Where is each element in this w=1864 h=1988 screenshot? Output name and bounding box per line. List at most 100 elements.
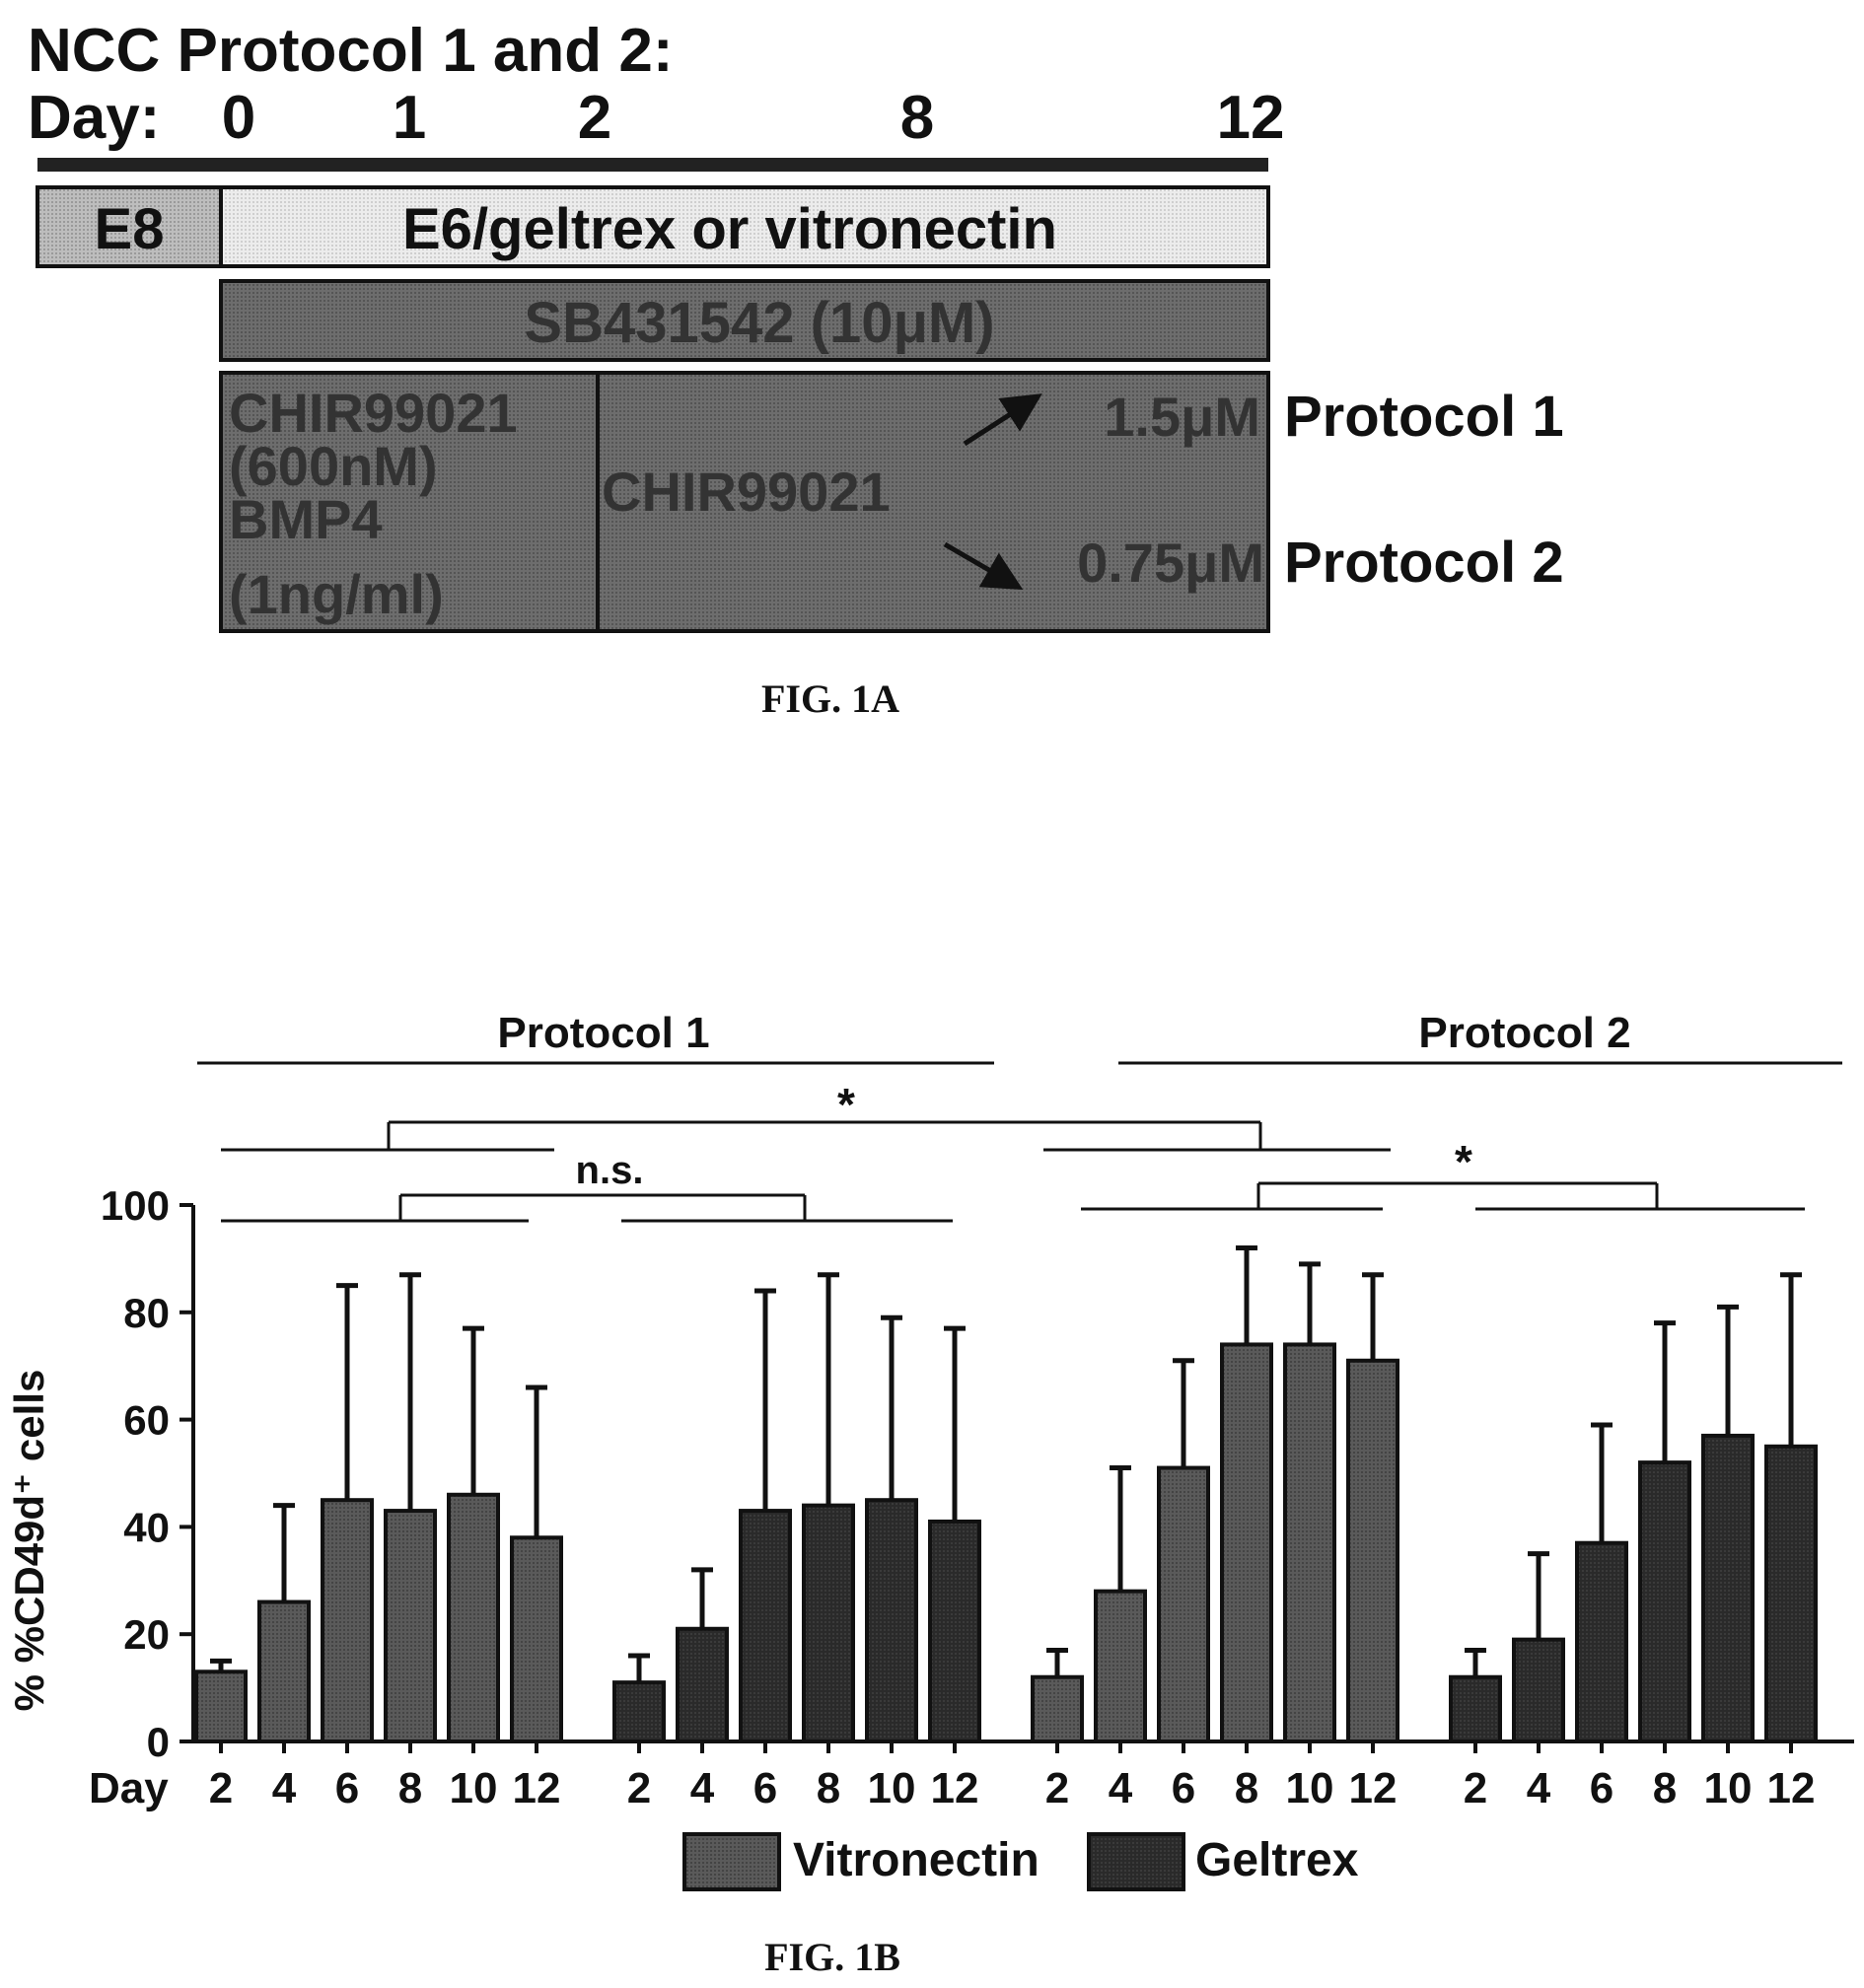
x-tick-label: 8	[1653, 1764, 1677, 1812]
e8-box	[36, 185, 223, 268]
x-tick-label: 6	[1172, 1764, 1195, 1812]
chir-box	[596, 371, 1270, 633]
bar-vitronectin	[194, 1669, 248, 1744]
y-ticks: 0 20 40 60 80 100	[101, 1182, 193, 1765]
chir-initial-line1: CHIR99021	[229, 382, 518, 444]
bar-geltrex	[1575, 1540, 1628, 1743]
timeline-bar	[37, 158, 1268, 172]
bar-vitronectin	[447, 1492, 500, 1744]
day-label: Day:	[28, 84, 160, 152]
bar-geltrex	[802, 1503, 855, 1744]
x-tick-label: 6	[335, 1764, 359, 1812]
bar-vitronectin	[1220, 1342, 1273, 1743]
bar-vitronectin	[510, 1535, 563, 1744]
bar-geltrex	[1638, 1460, 1691, 1743]
x-tick-label: 2	[1045, 1764, 1069, 1812]
y-tick-label: 100	[101, 1182, 170, 1229]
legend-swatch-vitronectin	[682, 1832, 781, 1891]
x-tick-label: 6	[753, 1764, 777, 1812]
bar-vitronectin	[1031, 1674, 1084, 1743]
x-tick-label: 12	[1349, 1764, 1398, 1812]
significance-label-outer: *	[837, 1079, 855, 1130]
bar-geltrex	[928, 1519, 981, 1743]
arrow-up-icon	[963, 393, 1042, 447]
bar-vitronectin	[1346, 1358, 1399, 1743]
e8-label: E8	[95, 197, 165, 261]
significance-label-p2: *	[1455, 1136, 1472, 1187]
bar-geltrex	[1764, 1444, 1818, 1744]
x-tick-label: 6	[1590, 1764, 1613, 1812]
bar-vitronectin	[321, 1498, 374, 1743]
x-tick-label: 2	[1464, 1764, 1487, 1812]
bar-vitronectin	[1283, 1342, 1336, 1743]
y-tick-label: 40	[123, 1504, 170, 1550]
protocol-2-label: Protocol 2	[1284, 531, 1564, 595]
dose-protocol-2: 0.75μM	[1077, 532, 1264, 594]
legend-label-geltrex: Geltrex	[1195, 1834, 1359, 1886]
x-tick-label: 12	[1767, 1764, 1816, 1812]
x-tick-label: 10	[868, 1764, 916, 1812]
bar-geltrex	[676, 1626, 729, 1744]
x-axis-prefix: Day	[89, 1764, 169, 1812]
protocol-1-group-label: Protocol 1	[497, 1009, 709, 1057]
y-tick-label: 20	[123, 1611, 170, 1658]
fig-1a-diagram: NCC Protocol 1 and 2: Day: 0 1 2 8 12 E8…	[28, 17, 1564, 721]
x-tick-label: 4	[272, 1764, 297, 1812]
bar-geltrex	[865, 1498, 918, 1743]
y-tick-label: 80	[123, 1290, 170, 1336]
x-tick-label: 8	[398, 1764, 422, 1812]
legend-swatch-geltrex	[1087, 1832, 1185, 1891]
x-tick-label: 10	[450, 1764, 498, 1812]
x-tick-label: 8	[1235, 1764, 1258, 1812]
bar-vitronectin	[1157, 1465, 1210, 1744]
y-tick-label: 0	[147, 1719, 170, 1765]
arrow-down-icon	[943, 541, 1024, 591]
bar-vitronectin	[1094, 1589, 1147, 1744]
e6-box	[219, 185, 1270, 268]
bar-vitronectin	[384, 1509, 437, 1743]
protocol-1-label: Protocol 1	[1284, 385, 1564, 449]
bar-geltrex	[612, 1680, 666, 1744]
bar-vitronectin	[257, 1599, 311, 1744]
chir-initial-line2: (600nM)	[229, 435, 438, 497]
fig-1b-caption: FIG. 1B	[764, 1935, 900, 1979]
bar-geltrex	[1701, 1433, 1755, 1744]
x-tick-label: 4	[1109, 1764, 1133, 1812]
day-tick-2: 2	[578, 84, 611, 152]
x-tick-label: 10	[1286, 1764, 1334, 1812]
x-tick-label: 2	[209, 1764, 233, 1812]
x-tick-label: 12	[513, 1764, 561, 1812]
x-tick-label: 10	[1704, 1764, 1753, 1812]
protocol-title: NCC Protocol 1 and 2:	[28, 17, 674, 85]
x-ticks: 2 4 6 8 10 12 2 4 6 8 10 12 2 4 6 8 10 12 2 4 6 8 10 12	[209, 1741, 1816, 1812]
sb-label: SB431542 (10μM)	[524, 291, 994, 355]
chir-label: CHIR99021	[602, 461, 891, 523]
day-tick-0: 0	[222, 84, 255, 152]
bars	[194, 1245, 1818, 1744]
significance-label-p1: n.s.	[576, 1149, 644, 1192]
day-tick-8: 8	[900, 84, 934, 152]
e6-label: E6/geltrex or vitronectin	[402, 197, 1057, 261]
x-tick-label: 12	[931, 1764, 979, 1812]
x-tick-label: 4	[1527, 1764, 1551, 1812]
bar-geltrex	[1512, 1637, 1565, 1744]
x-tick-label: 4	[690, 1764, 715, 1812]
day-tick-12: 12	[1217, 84, 1285, 152]
group-brackets: Protocol 1 Protocol 2 * n.s. *	[197, 1009, 1842, 1223]
sb-box	[219, 279, 1270, 362]
bar-geltrex	[1449, 1674, 1502, 1743]
legend-label-vitronectin: Vitronectin	[793, 1834, 1040, 1886]
y-axis-label: % %CD49d⁺ cells	[6, 1370, 52, 1712]
chir-initial-line4: (1ng/ml)	[229, 563, 444, 625]
bar-geltrex	[739, 1509, 792, 1743]
x-tick-label: 8	[817, 1764, 840, 1812]
chir-initial-line3: BMP4	[229, 488, 383, 550]
dose-protocol-1: 1.5μM	[1104, 386, 1260, 448]
day-tick-1: 1	[393, 84, 426, 152]
x-tick-label: 2	[627, 1764, 651, 1812]
chir-initial-box	[219, 371, 600, 633]
y-tick-label: 60	[123, 1397, 170, 1444]
fig-1a-caption: FIG. 1A	[761, 676, 899, 721]
